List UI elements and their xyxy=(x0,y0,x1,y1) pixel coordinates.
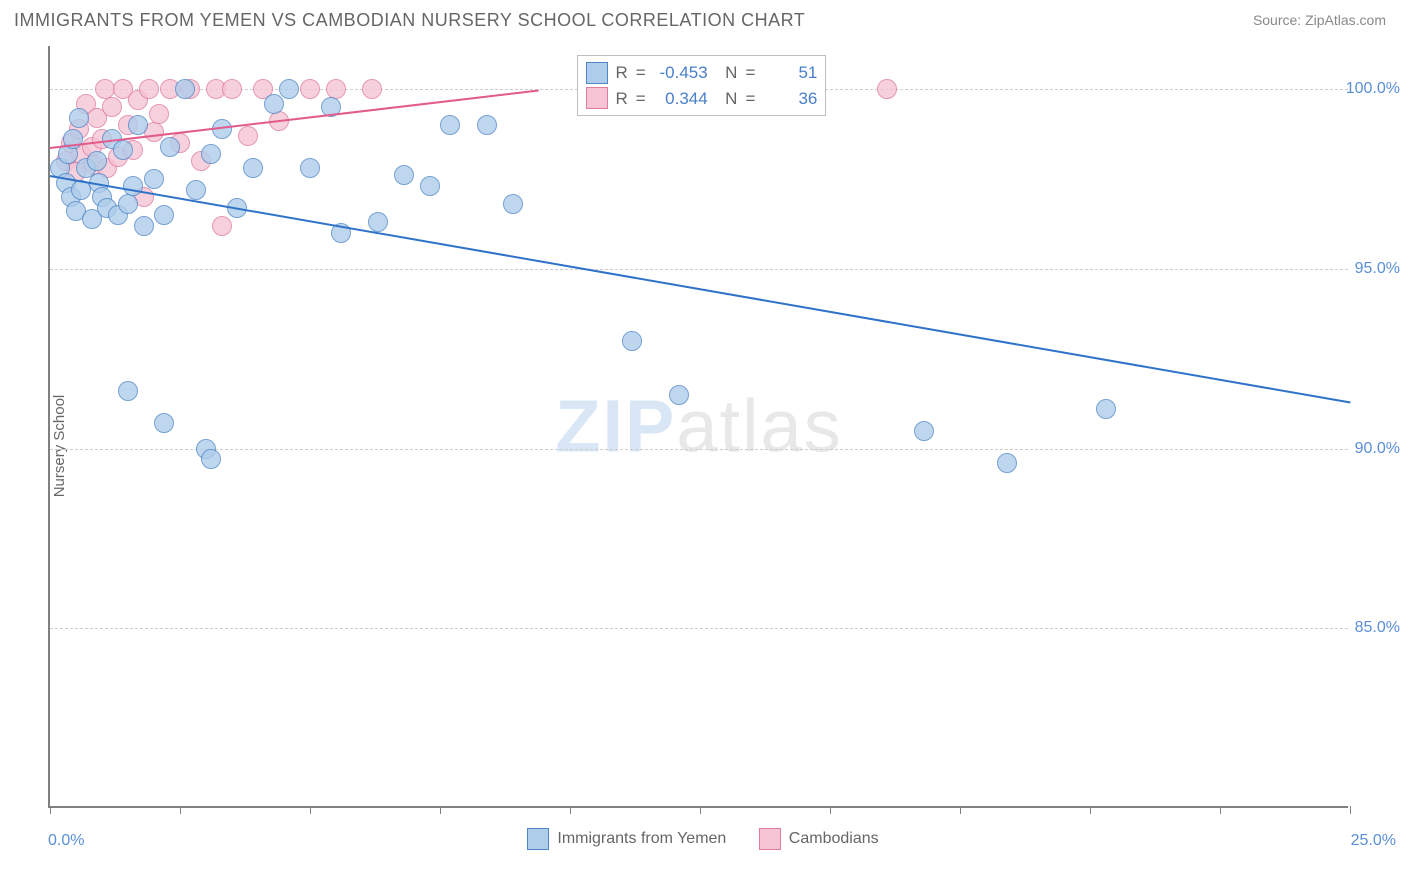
point-yemen xyxy=(368,212,388,232)
point-yemen xyxy=(440,115,460,135)
point-yemen xyxy=(186,180,206,200)
legend-swatch-yemen xyxy=(527,828,549,850)
x-tick xyxy=(700,806,701,814)
stats-r-label: R xyxy=(616,86,628,112)
point-yemen xyxy=(128,115,148,135)
stats-eq2: = xyxy=(745,60,755,86)
y-tick-label: 90.0% xyxy=(1355,440,1400,458)
point-cambodian xyxy=(149,104,169,124)
stats-r-label: R xyxy=(616,60,628,86)
x-tick xyxy=(1090,806,1091,814)
point-yemen xyxy=(69,108,89,128)
point-yemen xyxy=(264,94,284,114)
source-attribution: Source: ZipAtlas.com xyxy=(1253,12,1386,28)
point-cambodian xyxy=(222,79,242,99)
gridline xyxy=(50,628,1348,629)
x-tick xyxy=(1220,806,1221,814)
x-tick xyxy=(1350,806,1351,814)
stats-r-value-cambodian: 0.344 xyxy=(654,86,708,112)
x-tick xyxy=(440,806,441,814)
point-yemen xyxy=(300,158,320,178)
trend-line-yemen xyxy=(50,175,1350,403)
point-yemen xyxy=(243,158,263,178)
point-cambodian xyxy=(102,97,122,117)
point-yemen xyxy=(154,413,174,433)
y-tick-label: 95.0% xyxy=(1355,260,1400,278)
stats-swatch-yemen xyxy=(586,62,608,84)
point-yemen xyxy=(997,453,1017,473)
point-cambodian xyxy=(300,79,320,99)
point-yemen xyxy=(201,449,221,469)
stats-n-label: N xyxy=(716,60,738,86)
legend-label-cambodian: Cambodians xyxy=(789,830,879,848)
stats-swatch-cambodian xyxy=(586,87,608,109)
point-cambodian xyxy=(139,79,159,99)
watermark: ZIPatlas xyxy=(555,384,842,469)
point-yemen xyxy=(87,151,107,171)
point-cambodian xyxy=(877,79,897,99)
point-yemen xyxy=(201,144,221,164)
stats-row-yemen: R = -0.453 N = 51 xyxy=(586,60,818,86)
point-yemen xyxy=(118,381,138,401)
stats-n-value-cambodian: 36 xyxy=(763,86,817,112)
stats-n-label: N xyxy=(716,86,738,112)
source-name: ZipAtlas.com xyxy=(1305,12,1386,28)
point-yemen xyxy=(420,176,440,196)
stats-eq: = xyxy=(636,86,646,112)
legend-label-yemen: Immigrants from Yemen xyxy=(557,830,726,848)
watermark-rest: atlas xyxy=(676,385,842,468)
point-yemen xyxy=(144,169,164,189)
point-yemen xyxy=(914,421,934,441)
point-yemen xyxy=(123,176,143,196)
point-yemen xyxy=(118,194,138,214)
point-cambodian xyxy=(212,216,232,236)
x-tick xyxy=(180,806,181,814)
point-yemen xyxy=(279,79,299,99)
stats-eq2: = xyxy=(745,86,755,112)
y-tick-label: 85.0% xyxy=(1355,619,1400,637)
x-tick xyxy=(50,806,51,814)
watermark-bold: ZIP xyxy=(555,385,676,468)
stats-eq: = xyxy=(636,60,646,86)
gridline xyxy=(50,269,1348,270)
point-yemen xyxy=(154,205,174,225)
y-tick-label: 100.0% xyxy=(1346,80,1400,98)
plot-area: ZIPatlas 85.0%90.0%95.0%100.0%R=-0.453 N… xyxy=(48,46,1348,808)
x-tick xyxy=(570,806,571,814)
chart-title: IMMIGRANTS FROM YEMEN VS CAMBODIAN NURSE… xyxy=(14,10,805,31)
point-cambodian xyxy=(326,79,346,99)
point-yemen xyxy=(477,115,497,135)
point-yemen xyxy=(113,140,133,160)
x-tick xyxy=(830,806,831,814)
point-yemen xyxy=(175,79,195,99)
point-yemen xyxy=(503,194,523,214)
point-yemen xyxy=(1096,399,1116,419)
point-yemen xyxy=(669,385,689,405)
gridline xyxy=(50,449,1348,450)
point-yemen xyxy=(622,331,642,351)
legend-item-cambodian: Cambodians xyxy=(759,828,879,850)
legend: Immigrants from Yemen Cambodians xyxy=(0,828,1406,855)
x-tick xyxy=(960,806,961,814)
x-tick xyxy=(310,806,311,814)
stats-n-value-yemen: 51 xyxy=(763,60,817,86)
point-cambodian xyxy=(362,79,382,99)
point-yemen xyxy=(134,216,154,236)
stats-row-cambodian: R = 0.344 N = 36 xyxy=(586,86,818,112)
legend-swatch-cambodian xyxy=(759,828,781,850)
stats-box: R = -0.453 N = 51 R = 0.344 N = 36 xyxy=(577,55,827,116)
point-yemen xyxy=(160,137,180,157)
point-cambodian xyxy=(238,126,258,146)
source-prefix: Source: xyxy=(1253,12,1305,28)
stats-r-value-yemen: -0.453 xyxy=(654,60,708,86)
point-yemen xyxy=(394,165,414,185)
legend-item-yemen: Immigrants from Yemen xyxy=(527,828,726,850)
